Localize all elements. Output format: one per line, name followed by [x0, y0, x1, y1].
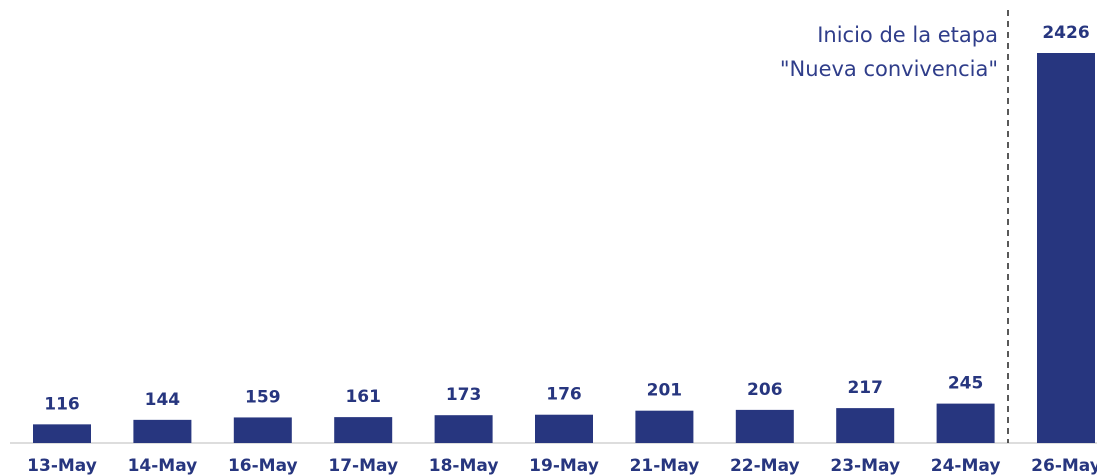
- x-tick-label: 26-May: [1031, 456, 1097, 476]
- value-label: 206: [747, 380, 783, 400]
- value-label: 245: [948, 374, 984, 394]
- value-label: 144: [145, 390, 181, 410]
- bar: [133, 419, 192, 443]
- bar: [936, 403, 995, 443]
- x-tick-label: 22-May: [730, 456, 800, 476]
- annotation-line: Inicio de la etapa: [817, 23, 998, 47]
- x-tick-label: 19-May: [529, 456, 599, 476]
- value-label: 176: [546, 385, 582, 405]
- x-tick-label: 16-May: [228, 456, 298, 476]
- x-tick-label: 14-May: [128, 456, 198, 476]
- bar: [33, 424, 91, 443]
- bar: [735, 409, 794, 443]
- bar: [434, 415, 493, 443]
- bar: [535, 414, 593, 443]
- value-label: 159: [245, 387, 281, 407]
- x-tick-label: 21-May: [630, 456, 700, 476]
- annotation-line: "Nueva convivencia": [780, 57, 998, 81]
- value-label: 2426: [1042, 23, 1089, 43]
- value-label: 173: [446, 385, 482, 405]
- bar: [1037, 53, 1095, 443]
- value-label: 217: [847, 378, 883, 398]
- value-label: 161: [345, 387, 381, 407]
- bar: [233, 417, 292, 443]
- bar: [836, 408, 895, 443]
- x-tick-label: 13-May: [27, 456, 97, 476]
- x-tick-label: 24-May: [931, 456, 1001, 476]
- value-label: 116: [44, 394, 80, 414]
- x-tick-label: 18-May: [429, 456, 499, 476]
- x-tick-label: 17-May: [328, 456, 398, 476]
- bar: [635, 410, 694, 443]
- bar: [334, 417, 393, 443]
- value-label: 201: [647, 381, 683, 401]
- x-tick-label: 23-May: [830, 456, 900, 476]
